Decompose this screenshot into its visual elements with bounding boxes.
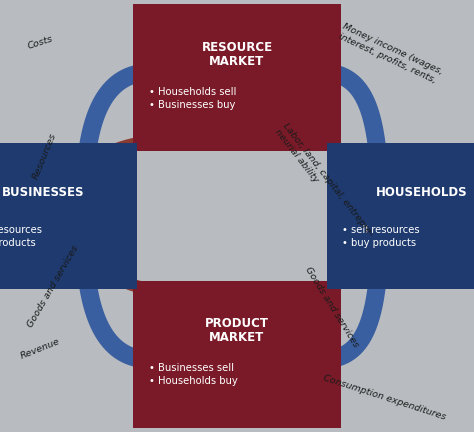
Text: • buy resources
• sell products: • buy resources • sell products	[0, 225, 42, 248]
Text: HOUSEHOLDS: HOUSEHOLDS	[376, 186, 468, 199]
Text: • Households sell
• Businesses buy: • Households sell • Businesses buy	[149, 87, 237, 110]
FancyBboxPatch shape	[133, 281, 341, 428]
Text: Labor, land, capital, entrepre-
neurial ability: Labor, land, capital, entrepre- neurial …	[273, 121, 375, 245]
Text: BUSINESSES: BUSINESSES	[1, 186, 84, 199]
Text: RESOURCE
MARKET: RESOURCE MARKET	[201, 41, 273, 68]
Text: Goods and services: Goods and services	[26, 244, 81, 329]
FancyBboxPatch shape	[0, 143, 137, 289]
Text: Consumption expenditures: Consumption expenditures	[322, 374, 447, 422]
Text: Money income (wages,
interest, profits, rents,: Money income (wages, interest, profits, …	[337, 22, 445, 86]
Text: • Businesses sell
• Households buy: • Businesses sell • Households buy	[149, 363, 238, 386]
Text: Revenue: Revenue	[19, 337, 61, 361]
Text: Goods and services: Goods and services	[303, 266, 360, 349]
FancyBboxPatch shape	[327, 143, 474, 289]
Text: Resources: Resources	[31, 132, 58, 181]
Text: • sell resources
• buy products: • sell resources • buy products	[342, 225, 420, 248]
Text: PRODUCT
MARKET: PRODUCT MARKET	[205, 317, 269, 344]
FancyBboxPatch shape	[133, 4, 341, 151]
Text: Costs: Costs	[26, 35, 54, 51]
